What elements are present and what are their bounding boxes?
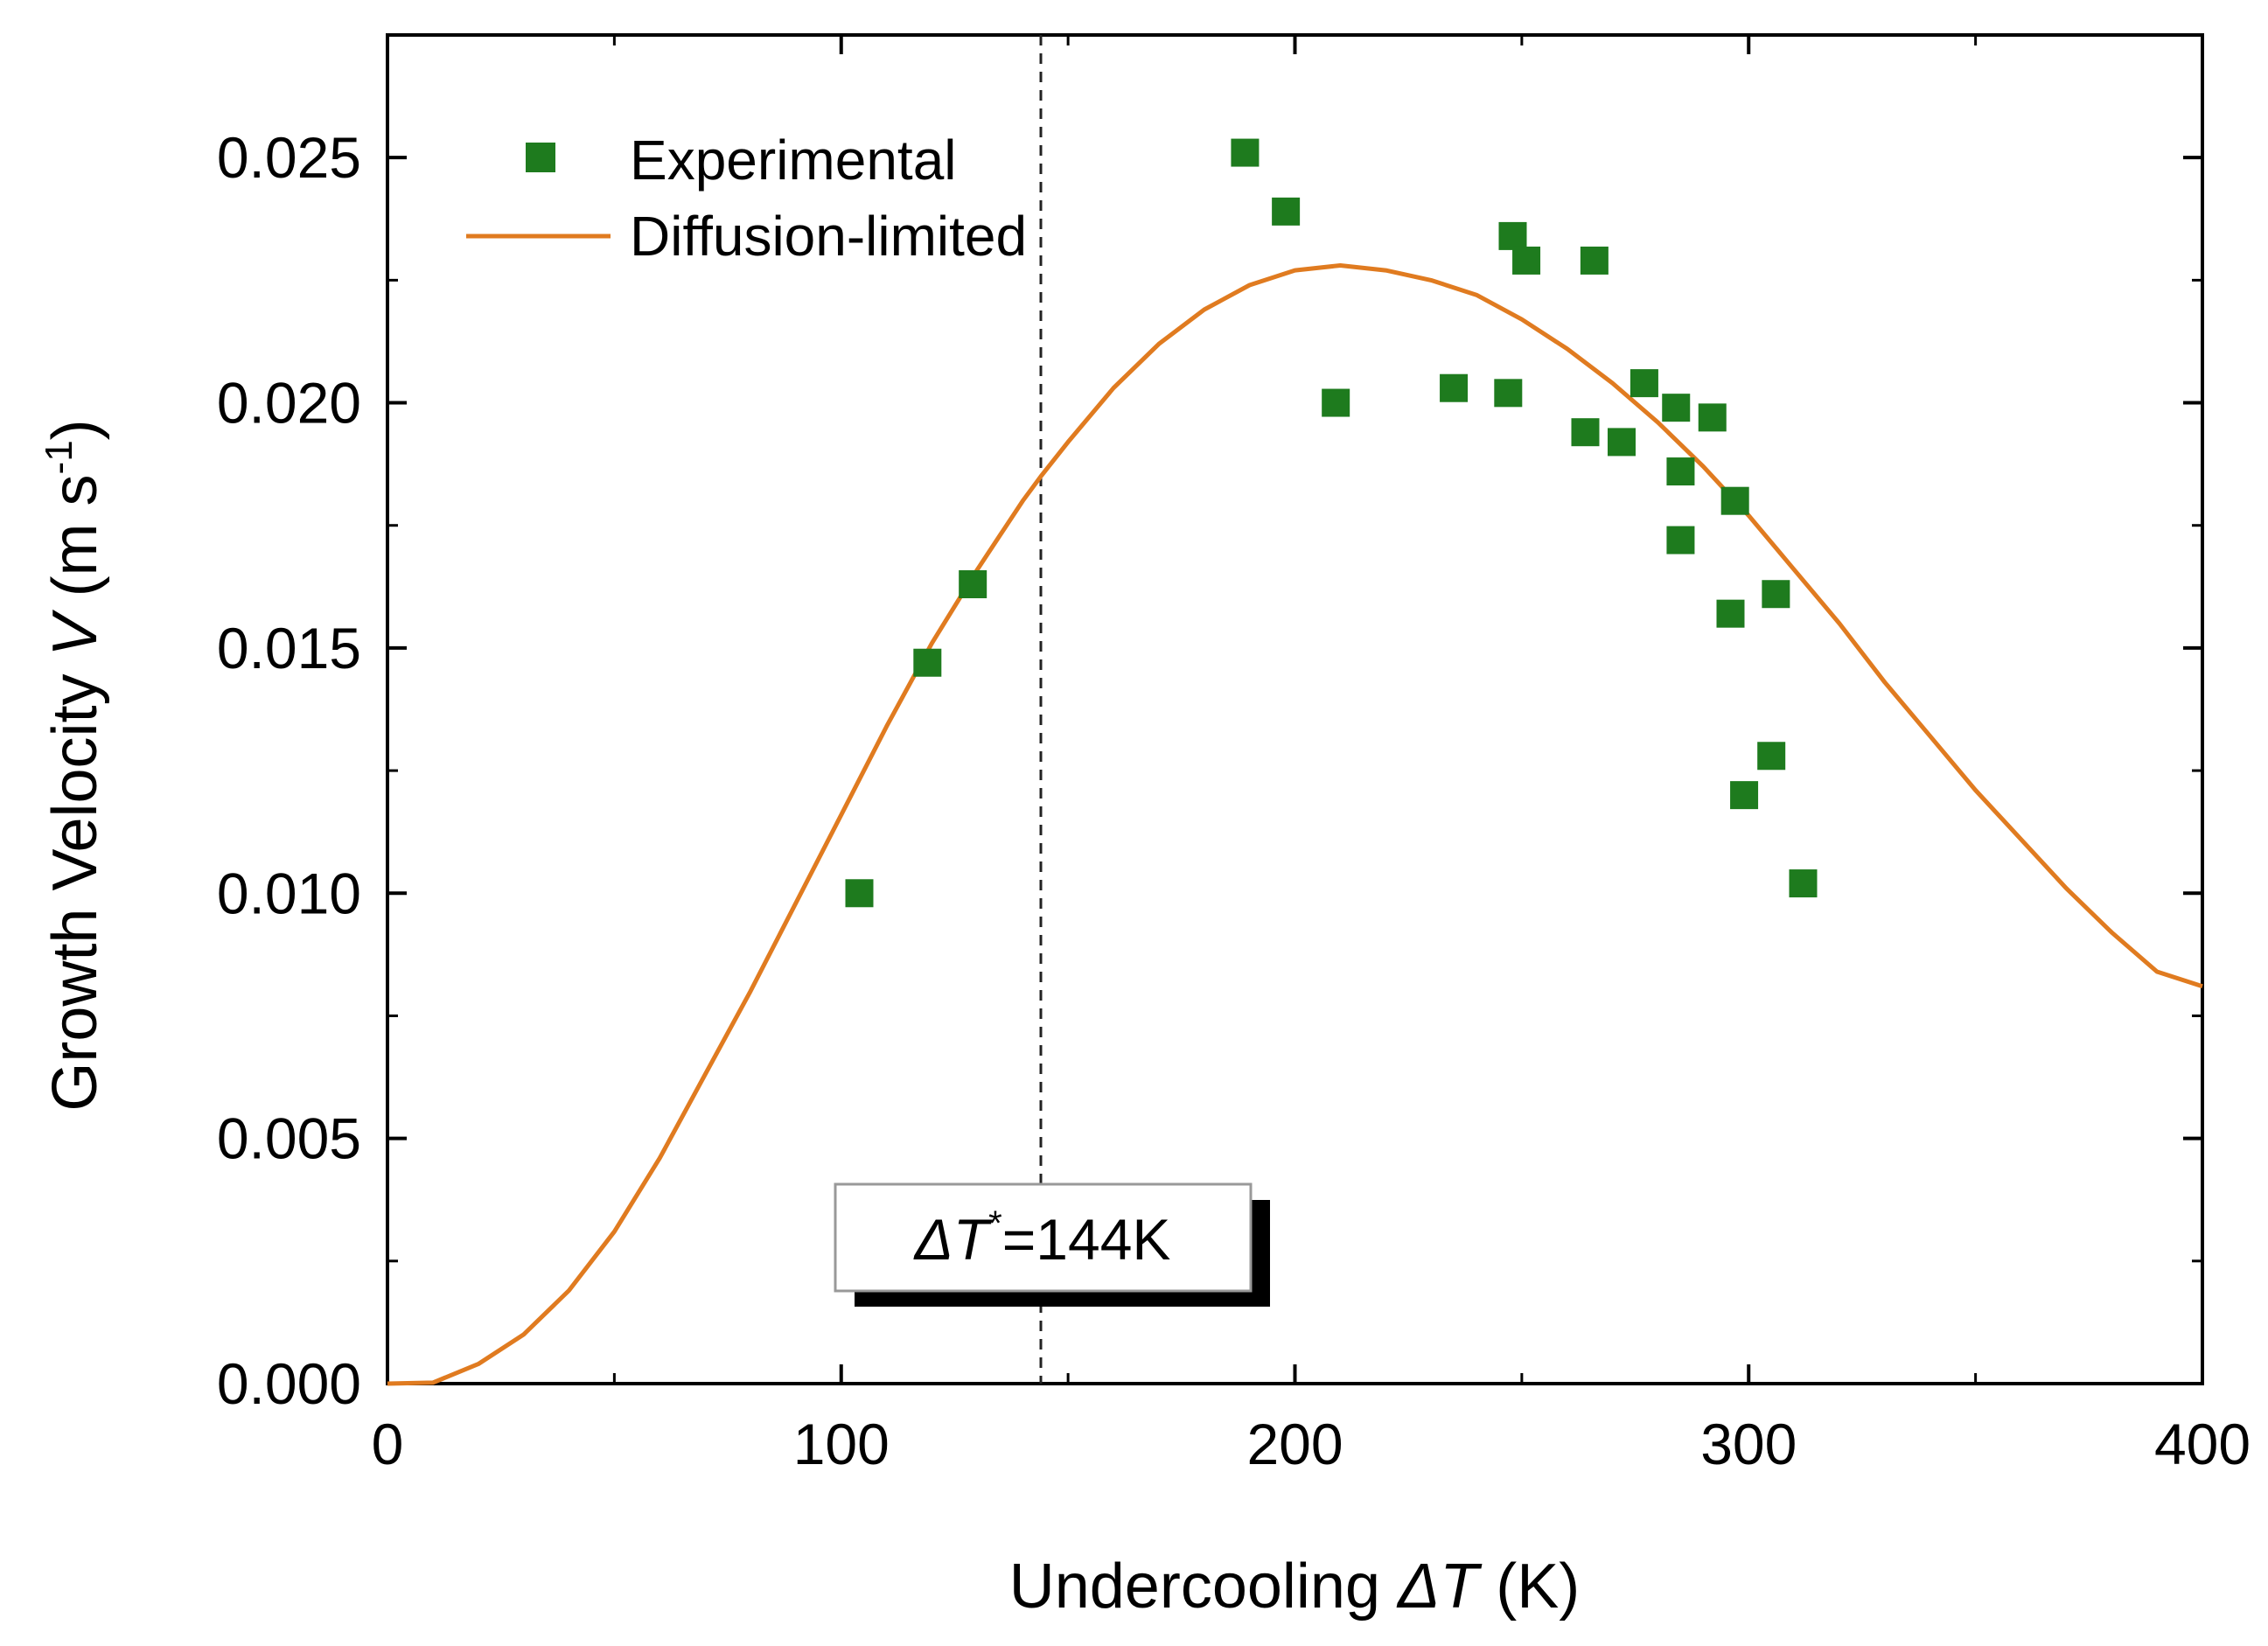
experimental-point xyxy=(845,879,874,908)
legend: Experimental Diffusion-limited xyxy=(466,129,1027,268)
diffusion-limited-curve xyxy=(387,263,2203,1386)
axis-ticks: 0 100 200 300 400 0.000 0.005 0.010 0.015 0.020 0.… xyxy=(217,35,2251,1476)
y-axis-title-prefix: Growth Velocity xyxy=(40,656,110,1111)
y-axis-title: Growth Velocity V (m s-1) xyxy=(38,419,110,1111)
y-tick-label: 0.025 xyxy=(217,125,361,190)
annotation-symbol: ΔT xyxy=(913,1207,993,1272)
y-tick-label: 0.010 xyxy=(217,861,361,925)
experimental-point xyxy=(1730,781,1759,810)
annotation-label: ΔT*=144K xyxy=(913,1204,1171,1272)
annotation-box-frame xyxy=(834,1182,1253,1293)
annotation-superscript: * xyxy=(988,1204,1002,1243)
experimental-point xyxy=(913,648,942,677)
y-tick-label: 0.020 xyxy=(217,371,361,436)
y-tick-label: 0.015 xyxy=(217,616,361,680)
annotation-value: =144K xyxy=(1002,1207,1171,1272)
data-series xyxy=(387,138,2203,1386)
experimental-point xyxy=(1762,580,1790,609)
experimental-point xyxy=(1512,246,1541,275)
experimental-point xyxy=(1662,394,1691,422)
experimental-point xyxy=(1629,369,1658,398)
x-axis-title-suffix: (K) xyxy=(1478,1552,1580,1622)
experimental-point xyxy=(1231,138,1260,167)
experimental-point xyxy=(1571,418,1600,447)
experimental-point xyxy=(1322,388,1350,417)
experimental-point xyxy=(1498,221,1527,250)
y-axis-title-exponent: -1 xyxy=(38,440,80,474)
experimental-point xyxy=(1666,526,1695,554)
experimental-point xyxy=(1666,457,1695,486)
legend-marker-experimental xyxy=(526,143,555,172)
annotation-box: ΔT*=144K xyxy=(834,1182,1270,1307)
y-axis-title-close: ) xyxy=(40,419,110,440)
experimental-point xyxy=(1494,379,1523,408)
experimental-point xyxy=(1440,373,1469,402)
experimental-point xyxy=(1716,599,1745,628)
experimental-point xyxy=(1789,869,1818,898)
y-tick-label: 0.000 xyxy=(217,1351,361,1416)
y-axis-title-unit: (m s xyxy=(40,474,110,614)
experimental-point xyxy=(1720,486,1749,515)
x-tick-label: 300 xyxy=(1700,1412,1797,1476)
x-tick-label: 100 xyxy=(793,1412,890,1476)
y-axis-title-symbol: V xyxy=(40,609,110,656)
experimental-point xyxy=(1608,428,1636,457)
experimental-point xyxy=(959,570,987,599)
experimental-point xyxy=(1698,403,1727,432)
x-axis-title-symbol: ΔT xyxy=(1396,1552,1483,1622)
x-tick-label: 0 xyxy=(372,1412,404,1476)
x-tick-label: 200 xyxy=(1246,1412,1343,1476)
x-axis-title: Undercooling ΔT (K) xyxy=(1009,1552,1581,1622)
x-axis-title-prefix: Undercooling xyxy=(1009,1552,1398,1622)
x-tick-label: 400 xyxy=(2154,1412,2251,1476)
y-tick-label: 0.005 xyxy=(217,1106,361,1171)
experimental-point xyxy=(1757,742,1786,771)
legend-label-diffusion: Diffusion-limited xyxy=(630,205,1027,268)
legend-label-experimental: Experimental xyxy=(630,129,957,192)
experimental-point xyxy=(1272,197,1301,226)
experimental-point xyxy=(1580,246,1609,275)
